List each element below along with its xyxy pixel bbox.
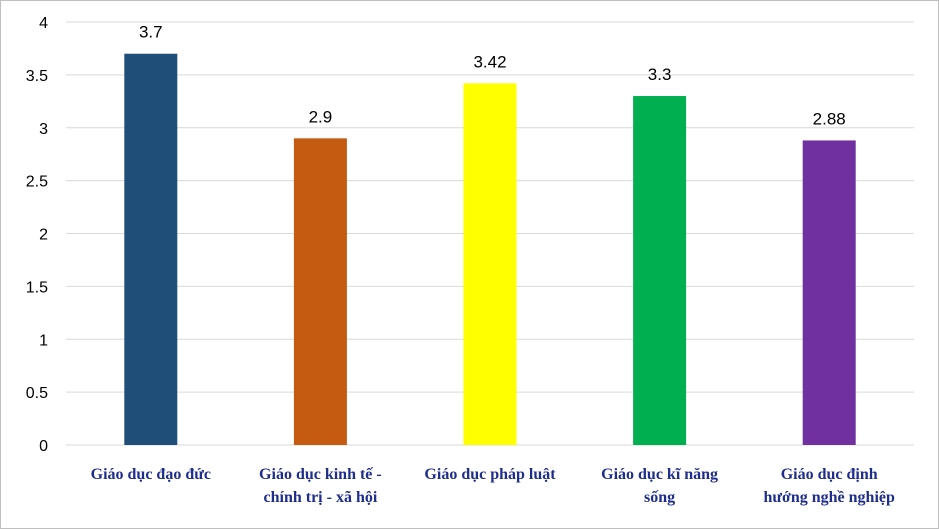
category-label-line: Giáo dục kinh tế - xyxy=(259,466,382,483)
bar xyxy=(124,53,178,445)
y-tick-label: 0.5 xyxy=(26,385,48,402)
category-label-line: Giáo dục định xyxy=(781,466,878,483)
bar xyxy=(802,140,856,445)
bar xyxy=(463,83,517,446)
bar xyxy=(293,138,347,445)
y-tick-label: 2 xyxy=(39,227,48,244)
y-axis: 0 0.5 1 1.5 2 2.5 3 3.5 4 xyxy=(26,15,48,455)
category-label: Giáo dục pháp luật xyxy=(424,466,556,483)
data-label: 3.7 xyxy=(139,23,163,42)
y-tick-label: 0 xyxy=(39,438,48,455)
category-label: Giáo dục đạo đức xyxy=(91,466,211,483)
bars xyxy=(124,53,856,446)
y-tick-label: 4 xyxy=(39,15,48,32)
data-labels: 3.7 2.9 3.42 3.3 2.88 xyxy=(139,23,846,129)
data-label: 2.88 xyxy=(813,109,846,128)
category-label-line: Giáo dục pháp luật xyxy=(424,466,556,483)
y-tick-label: 1.5 xyxy=(26,279,48,296)
category-label-line: sống xyxy=(644,489,675,506)
y-tick-label: 2.5 xyxy=(26,174,48,191)
data-label: 3.42 xyxy=(473,52,506,71)
data-label: 2.9 xyxy=(309,107,333,126)
category-label-line: chính trị - xã hội xyxy=(264,489,378,506)
x-axis: Giáo dục đạo đức Giáo dục kinh tế - chính … xyxy=(91,466,895,506)
y-tick-label: 3 xyxy=(39,121,48,138)
bar xyxy=(633,96,687,446)
category-label-line: hướng nghề nghiệp xyxy=(763,489,895,506)
category-label: Giáo dục kinh tế - chính trị - xã hội xyxy=(259,466,382,506)
data-label: 3.3 xyxy=(648,65,672,84)
category-label-line: Giáo dục kĩ năng xyxy=(601,466,718,483)
category-label-line: Giáo dục đạo đức xyxy=(91,466,211,483)
category-label: Giáo dục kĩ năng sống xyxy=(601,466,718,506)
category-label: Giáo dục định hướng nghề nghiệp xyxy=(763,466,895,506)
y-tick-label: 3.5 xyxy=(26,68,48,85)
y-tick-label: 1 xyxy=(39,332,48,349)
